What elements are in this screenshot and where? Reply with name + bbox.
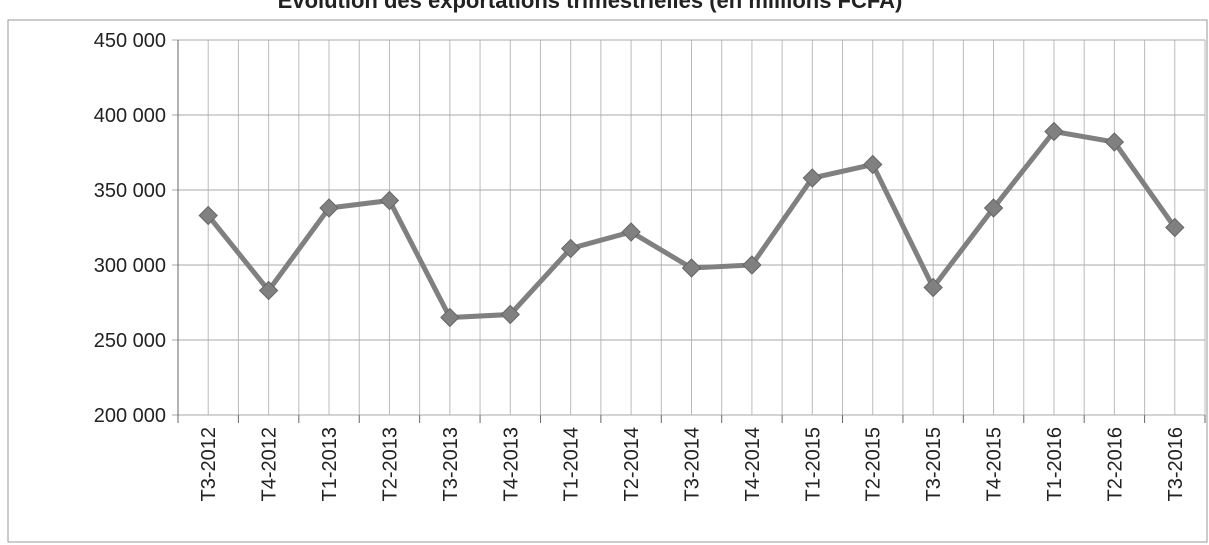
x-tick-label: T3-2012 [198, 427, 220, 502]
marker [802, 168, 823, 188]
y-tick-label: 250 000 [94, 330, 166, 352]
x-tick-label: T4-2015 [984, 427, 1006, 502]
y-tick-label: 400 000 [94, 105, 166, 127]
marker [319, 198, 339, 218]
marker [198, 205, 218, 226]
x-tick-label: T1-2014 [561, 427, 583, 502]
y-tick-label: 450 000 [94, 30, 166, 52]
marker [440, 307, 460, 328]
y-tick-label: 350 000 [94, 180, 166, 202]
marker [560, 238, 581, 259]
x-tick-label: T3-2014 [682, 427, 704, 502]
marker [1044, 121, 1064, 142]
y-tick-label: 300 000 [94, 255, 166, 277]
x-tick-label: T3-2016 [1165, 427, 1187, 502]
x-tick-label: T1-2013 [319, 427, 341, 502]
x-tick-label: T1-2015 [802, 427, 824, 502]
marker [863, 154, 883, 175]
marker [621, 222, 641, 242]
y-tick-label: 200 000 [94, 405, 166, 427]
chart-title: Evolution des exportations trimestrielle… [278, 0, 903, 13]
x-tick-label: T2-2015 [863, 427, 885, 502]
marker [1104, 132, 1125, 152]
marker [379, 190, 400, 211]
x-tick-label: T4-2014 [742, 427, 764, 502]
x-tick-label: T4-2013 [500, 427, 522, 502]
marker [983, 198, 1004, 218]
marker [742, 255, 762, 275]
marker [258, 280, 279, 301]
marker [500, 304, 520, 325]
x-tick-label: T4-2012 [259, 427, 281, 502]
x-tick-label: T2-2016 [1104, 427, 1126, 502]
x-tick-label: T1-2016 [1044, 427, 1066, 502]
x-tick-label: T2-2013 [379, 427, 401, 502]
marker [681, 258, 702, 278]
x-tick-label: T2-2014 [621, 427, 643, 502]
marker [1165, 217, 1185, 238]
x-tick-label: T3-2015 [923, 427, 945, 502]
x-tick-label: T3-2013 [440, 427, 462, 502]
frame [7, 19, 1208, 543]
marker [923, 277, 943, 298]
